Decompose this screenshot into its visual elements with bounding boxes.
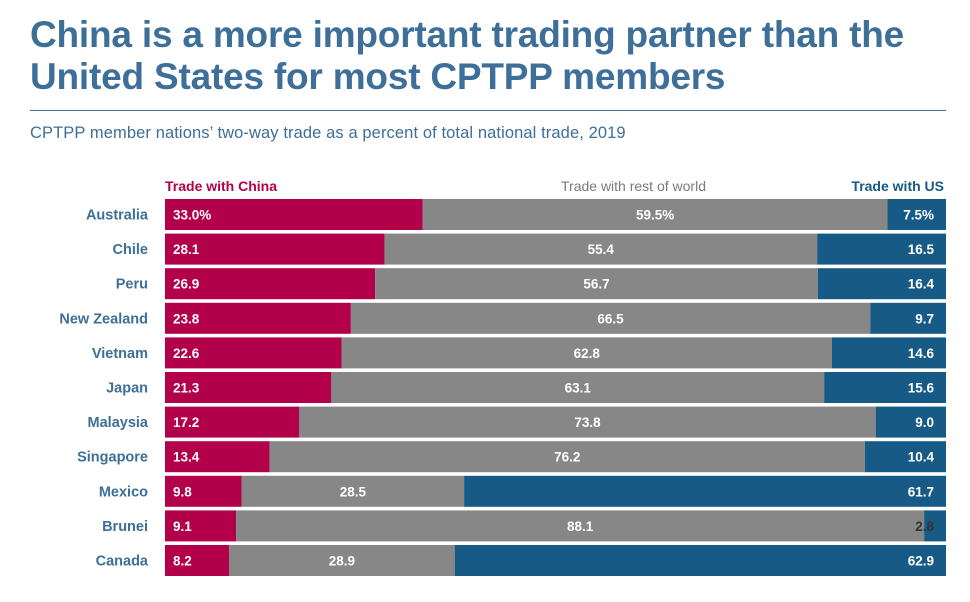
bar-rest-new-zealand [350, 302, 871, 334]
category-label: Australia [86, 208, 149, 224]
value-label-china: 9.8 [173, 484, 192, 499]
value-label-us: 9.0 [915, 415, 934, 430]
legend-china: Trade with China [165, 178, 278, 194]
value-label-china: 33.0% [173, 208, 211, 223]
bar-rest-canada [229, 545, 455, 576]
category-label: Singapore [77, 450, 148, 466]
value-label-rest: 28.5 [340, 484, 367, 499]
value-label-china: 8.2 [173, 554, 192, 569]
value-label-rest: 59.5% [636, 208, 674, 223]
bar-us-brunei [924, 510, 946, 542]
category-label: Canada [96, 554, 149, 570]
bar-rest-vietnam [341, 337, 832, 369]
bar-rest-australia [422, 199, 888, 230]
category-label: Brunei [102, 519, 148, 535]
value-label-china: 26.9 [173, 277, 199, 292]
bar-us-new-zealand [870, 302, 946, 334]
value-label-us: 62.9 [908, 554, 934, 569]
bar-china-australia [165, 199, 423, 230]
value-label-rest: 66.5 [597, 311, 624, 326]
value-label-china: 28.1 [173, 242, 200, 257]
value-label-china: 9.1 [173, 519, 192, 534]
value-label-us: 16.5 [908, 242, 935, 257]
category-label: Japan [106, 381, 148, 397]
bar-rest-peru [375, 268, 818, 300]
category-label: Malaysia [88, 415, 149, 431]
value-label-rest: 63.1 [565, 381, 592, 396]
value-label-rest: 76.2 [554, 450, 580, 465]
bar-us-malaysia [875, 406, 946, 438]
category-label: Vietnam [92, 346, 148, 362]
value-label-us: 9.7 [915, 311, 934, 326]
legend-us: Trade with US [851, 178, 944, 194]
bar-china-new-zealand [165, 302, 351, 334]
bar-rest-malaysia [299, 406, 876, 438]
value-label-rest: 28.9 [329, 554, 355, 569]
category-label: Peru [116, 277, 148, 293]
bar-rest-mexico [241, 475, 465, 507]
bar-china-brunei [165, 510, 237, 542]
value-label-us: 16.4 [908, 277, 935, 292]
value-label-rest: 88.1 [567, 519, 594, 534]
value-label-us: 2.8 [915, 519, 934, 534]
chart-subtitle: CPTPP member nations’ two-way trade as a… [30, 124, 626, 142]
bar-rest-brunei [236, 510, 925, 542]
bar-rest-chile [384, 233, 818, 265]
bar-rest-japan [331, 372, 825, 403]
category-label: New Zealand [59, 311, 148, 327]
value-label-china: 22.6 [173, 346, 200, 361]
value-label-china: 13.4 [173, 450, 200, 465]
value-label-rest: 55.4 [588, 242, 615, 257]
bar-us-singapore [864, 441, 946, 473]
bar-china-canada [165, 545, 230, 576]
value-label-rest: 62.8 [574, 346, 601, 361]
bar-us-australia [887, 199, 946, 230]
bar-china-chile [165, 233, 385, 265]
bar-china-singapore [165, 441, 270, 473]
bar-china-mexico [165, 475, 242, 507]
bar-rest-singapore [269, 441, 865, 473]
category-label: Mexico [99, 484, 148, 500]
bar-china-malaysia [165, 406, 300, 438]
bar-us-japan [824, 372, 946, 403]
bar-us-vietnam [831, 337, 946, 369]
bar-china-peru [165, 268, 376, 300]
value-label-us: 10.4 [908, 450, 935, 465]
bar-china-vietnam [165, 337, 342, 369]
bar-us-mexico [464, 475, 946, 507]
bar-us-peru [817, 268, 946, 300]
value-label-china: 23.8 [173, 311, 200, 326]
legend-rest-of-world: Trade with rest of world [561, 178, 706, 194]
value-label-rest: 56.7 [583, 277, 609, 292]
value-label-us: 61.7 [908, 484, 934, 499]
category-label: Chile [113, 242, 148, 258]
bar-us-chile [817, 233, 946, 265]
value-label-china: 21.3 [173, 381, 200, 396]
value-label-us: 7.5% [903, 208, 934, 223]
value-label-rest: 73.8 [574, 415, 601, 430]
bar-china-japan [165, 372, 332, 403]
title-divider [30, 110, 946, 111]
value-label-us: 15.6 [908, 381, 935, 396]
bar-us-canada [454, 545, 946, 576]
value-label-us: 14.6 [908, 346, 935, 361]
chart-title: China is a more important trading partne… [30, 14, 904, 97]
value-label-china: 17.2 [173, 415, 199, 430]
